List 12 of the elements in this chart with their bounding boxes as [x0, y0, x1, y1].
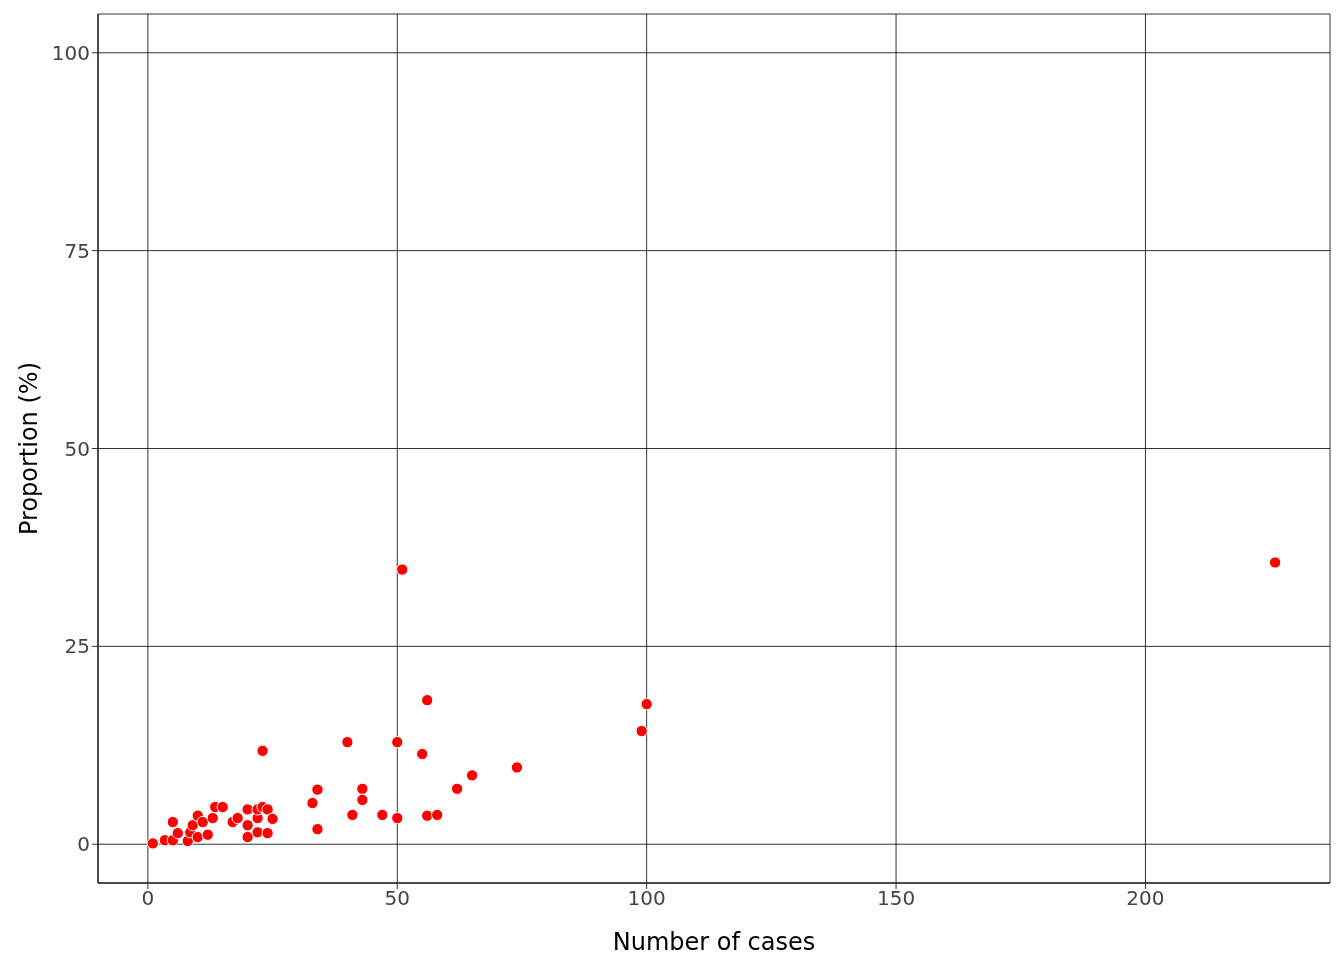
y-tick-label: 75: [64, 238, 90, 263]
x-tick-label: 0: [141, 886, 155, 911]
y-tick-label: 0: [77, 832, 90, 857]
y-tick-label: 50: [64, 436, 90, 461]
y-tick-label: 100: [51, 40, 90, 65]
x-tick-label: 100: [627, 886, 666, 911]
x-tick-label: 50: [384, 886, 410, 911]
x-tick-label: 200: [1126, 886, 1165, 911]
y-tick-label: 25: [64, 634, 90, 659]
y-axis-title: Proportion (%): [14, 362, 43, 535]
x-axis-title: Number of cases: [612, 928, 816, 957]
x-tick-label: 150: [876, 886, 916, 911]
